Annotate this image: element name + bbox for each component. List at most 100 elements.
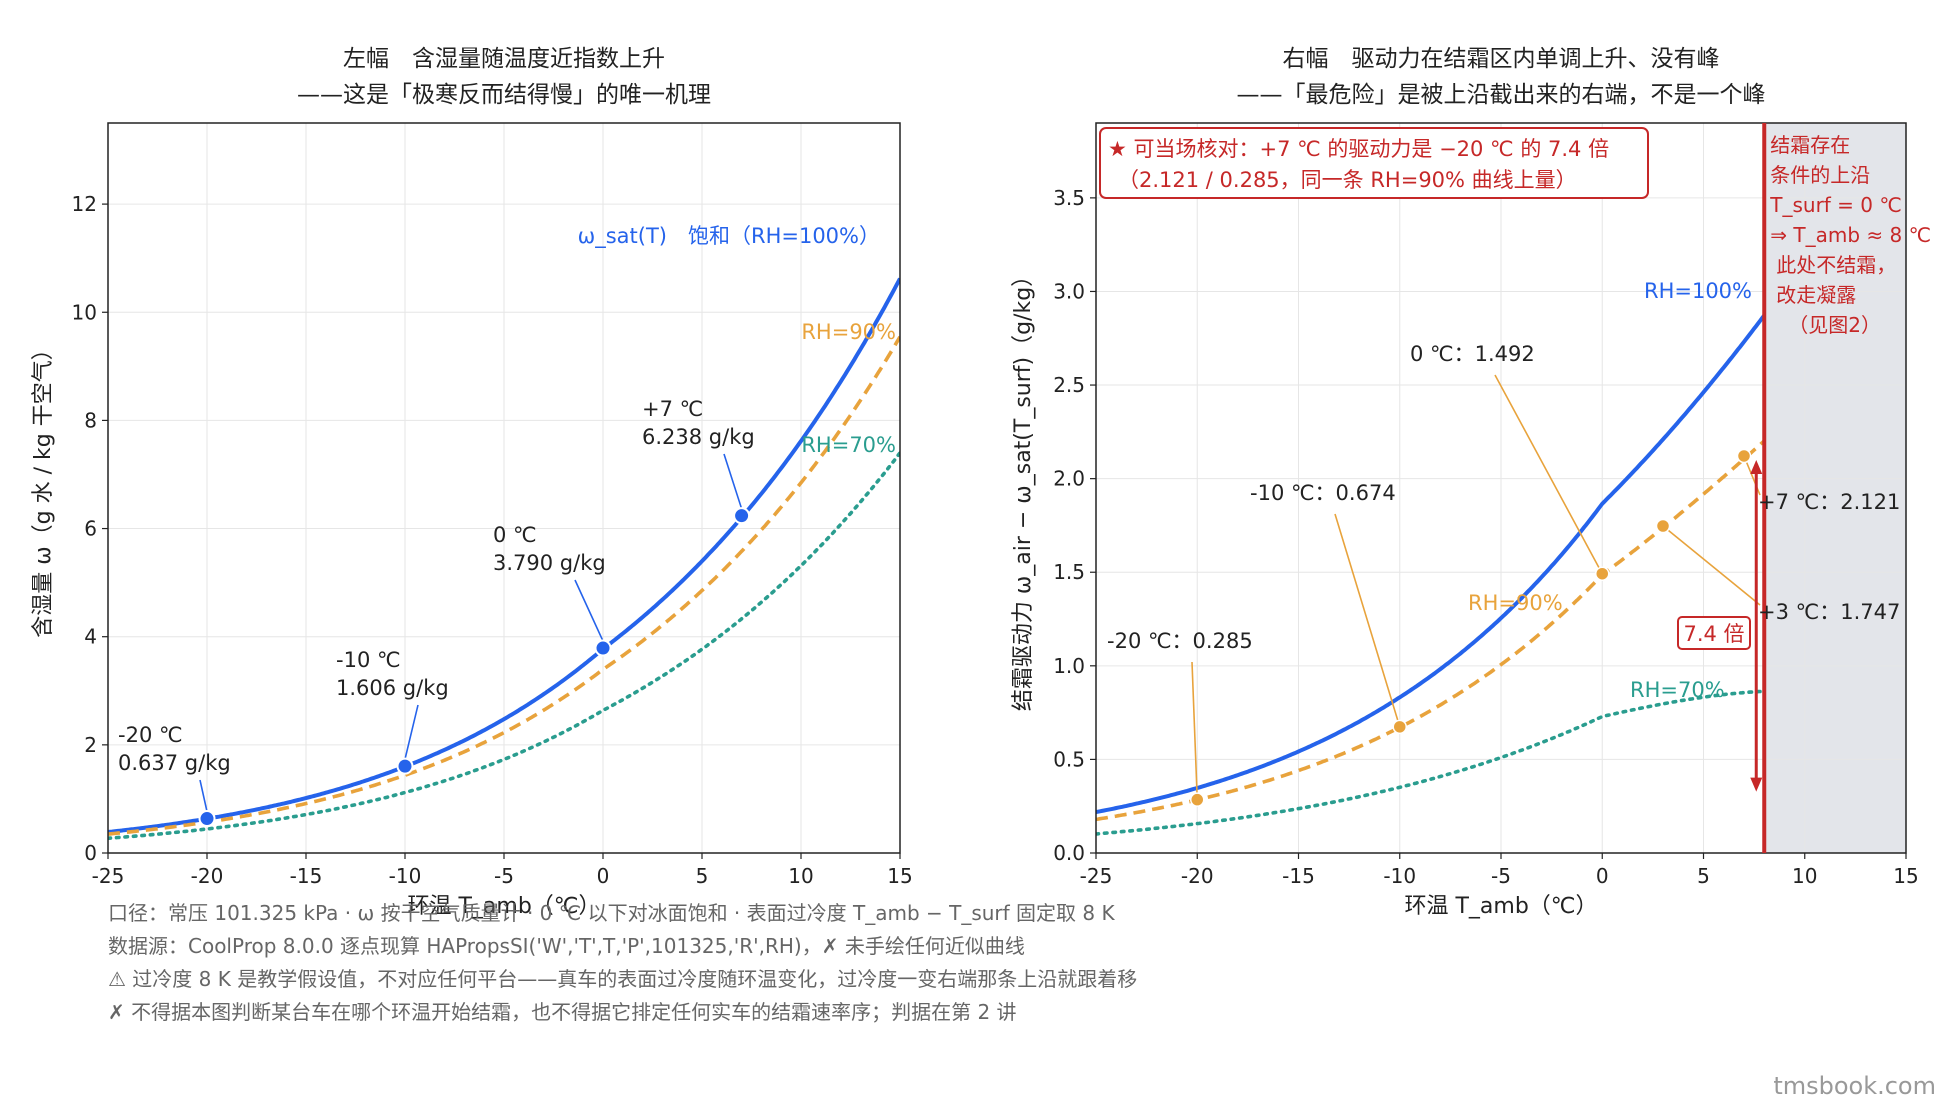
- callout-line-2: （2.121 / 0.285，同一条 RH=90% 曲线上量）: [1118, 168, 1577, 192]
- series-line-rh-100-: [1096, 314, 1766, 815]
- x-tick-label: -25: [92, 864, 125, 888]
- ratio-arrow-head-down: [1750, 777, 1763, 792]
- data-point-marker: [733, 507, 751, 525]
- data-point-marker: [1655, 518, 1671, 534]
- x-tick-label: -10: [389, 864, 422, 888]
- data-point-marker: [1190, 792, 1205, 807]
- chart-panel-0: -25 -20 -15 -10 -5 0 5 10 15 0 2 4 6 8 10 12 左幅 含湿量随温度近指…: [31, 46, 913, 919]
- y-tick-label: 6: [84, 517, 97, 541]
- y-tick-label: 0.0: [1053, 841, 1085, 865]
- frost-limit-note: ⇒ T_amb ≈ 8 ℃: [1770, 223, 1931, 247]
- marker-leader: [1191, 661, 1199, 800]
- y-tick-label: 3.0: [1053, 279, 1085, 303]
- y-tick-label: 2.5: [1053, 373, 1085, 397]
- y-axis-label: 含湿量 ω（g 水 / kg 干空气）: [31, 338, 56, 637]
- x-tick-label: 10: [788, 864, 813, 888]
- frost-limit-note: 结霜存在: [1770, 133, 1850, 157]
- chart-subtitle: ——这是「极寒反而结得慢」的唯一机理: [297, 82, 711, 108]
- marker-leader: [404, 704, 419, 760]
- series-label-rh70: RH=70%: [801, 433, 896, 457]
- marker-label: +7 ℃：2.121: [1758, 490, 1900, 514]
- y-tick-label: 1.0: [1053, 654, 1085, 678]
- data-point-marker: [1392, 719, 1407, 735]
- data-point-marker: [594, 639, 612, 657]
- marker-leader: [723, 453, 743, 509]
- y-tick-label: 0.5: [1053, 747, 1085, 771]
- x-tick-label: 0: [597, 864, 610, 888]
- y-tick-label: 2.0: [1053, 467, 1085, 491]
- y-tick-label: 1.5: [1053, 560, 1085, 584]
- marker-label-temp: +7 ℃: [642, 397, 703, 421]
- x-tick-label: -15: [1282, 864, 1315, 888]
- y-tick-label: 2: [84, 733, 97, 757]
- x-tick-label: -5: [1491, 864, 1511, 888]
- x-axis-label: 环温 T_amb（℃）: [1404, 894, 1597, 919]
- chart-title: 右幅 驱动力在结霜区内单调上升、没有峰: [1283, 46, 1720, 72]
- y-tick-label: 8: [84, 408, 97, 432]
- marker-label-value: 3.790 g/kg: [493, 551, 606, 575]
- footnote-disclaimer: ✗ 不得据本图判断某台车在哪个环温开始结霜，也不得据它排定任何实车的结霜速率序；…: [108, 1000, 1017, 1024]
- x-tick-label: 10: [1792, 864, 1817, 888]
- marker-label-value: 0.637 g/kg: [118, 751, 231, 775]
- marker-leader: [1662, 525, 1761, 606]
- y-tick-label: 12: [72, 192, 97, 216]
- series-line-rh-90-: [108, 335, 900, 836]
- marker-label-value: 6.238 g/kg: [642, 425, 755, 449]
- footnote-basis: 口径：常压 101.325 kPa · ω 按干空气质量计 · 0 ℃ 以下对冰…: [108, 901, 1115, 925]
- ratio-badge-box: [1677, 616, 1751, 650]
- x-tick-label: 15: [887, 864, 912, 888]
- x-tick-label: -20: [191, 864, 224, 888]
- no-frost-region: [1764, 123, 1906, 853]
- marker-label: 0 ℃：1.492: [1410, 342, 1535, 366]
- x-tick-label: 15: [1893, 864, 1918, 888]
- series-line-rh-90-: [1096, 439, 1766, 822]
- x-tick-label: -5: [494, 864, 514, 888]
- x-tick-label: 0: [1596, 864, 1609, 888]
- marker-label-temp: -10 ℃: [336, 648, 401, 672]
- plot-frame: [107, 122, 901, 854]
- frost-limit-note: （见图2）: [1788, 313, 1881, 337]
- x-axis-label: 环温 T_amb（℃）: [407, 894, 600, 919]
- frost-limit-note: 改走凝露: [1776, 283, 1856, 307]
- marker-leader: [1494, 374, 1603, 575]
- marker-label: +3 ℃：1.747: [1758, 600, 1900, 624]
- series-label-rh90: RH=90%: [1468, 591, 1563, 615]
- data-point-marker: [198, 810, 216, 828]
- marker-leader: [199, 779, 208, 812]
- x-tick-label: -25: [1080, 864, 1113, 888]
- frost-limit-note: T_surf = 0 ℃: [1769, 193, 1902, 217]
- x-tick-label: -20: [1181, 864, 1214, 888]
- frost-limit-note: 此处不结霜，: [1776, 253, 1896, 277]
- marker-label-temp: 0 ℃: [493, 523, 537, 547]
- marker-label-value: 1.606 g/kg: [336, 676, 449, 700]
- watermark: tmsbook.com: [1773, 1072, 1936, 1100]
- marker-label-temp: -20 ℃: [118, 723, 183, 747]
- chart-panel-1: -25 -20 -15 -10 -5 0 5 10 15 0.0 0.5 1.0 1.5 2.0 2.5 3.…: [1011, 46, 1931, 919]
- chart-title: 左幅 含湿量随温度近指数上升: [343, 46, 665, 72]
- data-point-marker: [1736, 448, 1752, 464]
- ratio-arrow-head-up: [1750, 459, 1763, 474]
- marker-leader: [574, 579, 604, 642]
- chart-subtitle: ——「最危险」是被上沿截出来的右端，不是一个峰: [1237, 82, 1766, 108]
- footnotes: 口径：常压 101.325 kPa · ω 按干空气质量计 · 0 ℃ 以下对冰…: [108, 903, 1508, 1035]
- callout-line-1: ★ 可当场核对：+7 ℃ 的驱动力是 −20 ℃ 的 7.4 倍: [1108, 137, 1609, 161]
- series-group: [108, 277, 900, 841]
- y-tick-label: 4: [84, 625, 97, 649]
- series-line--sat-t-rh-100-: [108, 277, 900, 834]
- series-group: [1096, 314, 1767, 836]
- data-point-marker: [1595, 566, 1610, 581]
- x-tick-label: -15: [290, 864, 323, 888]
- footnote-warning: ⚠ 过冷度 8 K 是教学假设值，不对应任何平台——真车的表面过冷度随环温变化，…: [108, 967, 1138, 991]
- ratio-badge-label: 7.4 倍: [1683, 622, 1744, 646]
- footnote-source: 数据源：CoolProp 8.0.0 逐点现算 HAPropsSI('W','T…: [108, 934, 1025, 958]
- y-axis-label: 结霜驱动力 ω_air − ω_sat(T_surf)（g/kg）: [1011, 265, 1036, 711]
- callout-box: [1099, 127, 1649, 199]
- marker-label: -20 ℃：0.285: [1107, 629, 1253, 653]
- y-tick-label: 0: [84, 841, 97, 865]
- data-point-marker: [396, 757, 414, 775]
- series-label-rh100: RH=100%: [1644, 279, 1752, 303]
- y-tick-label: 10: [72, 300, 97, 324]
- y-tick-label: 3.5: [1053, 186, 1085, 210]
- series-line-rh-70-: [108, 451, 900, 841]
